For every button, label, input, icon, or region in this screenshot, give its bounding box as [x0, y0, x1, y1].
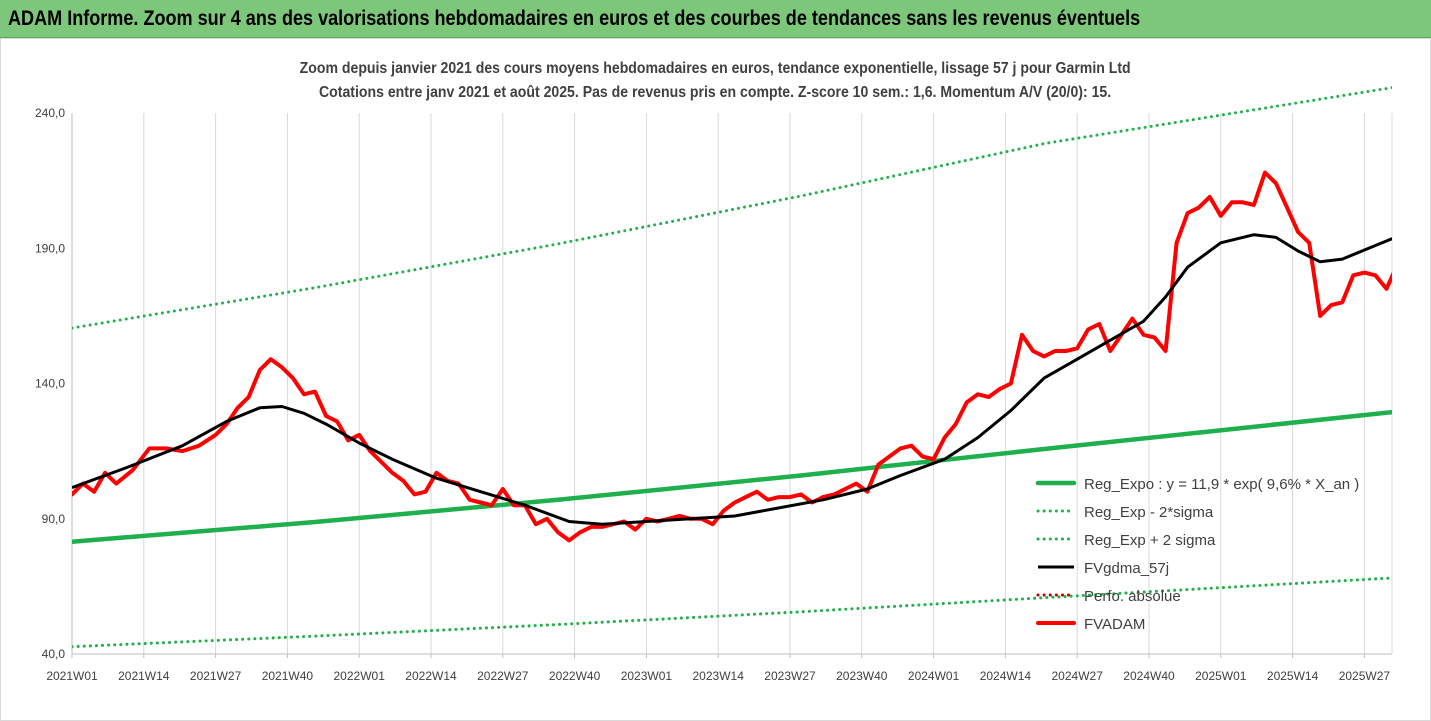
- x-tick-label: 2025W27: [1339, 669, 1391, 683]
- y-tick-label: 90,0: [42, 512, 66, 526]
- x-tick-label: 2023W27: [764, 669, 816, 683]
- x-tick-label: 2024W01: [908, 669, 960, 683]
- x-tick-label: 2021W01: [46, 669, 98, 683]
- chart-title-line-2: Cotations entre janv 2021 et août 2025. …: [0, 84, 1431, 102]
- x-tick-label: 2022W14: [405, 669, 457, 683]
- legend-label: FVgdma_57j: [1084, 560, 1169, 577]
- header-banner: ADAM Informe. Zoom sur 4 ans des valoris…: [0, 0, 1431, 38]
- y-tick-label: 140,0: [35, 377, 65, 391]
- x-tick-label: 2022W01: [334, 669, 386, 683]
- x-tick-label: 2021W40: [262, 669, 314, 683]
- chart-title-line-1-text: Zoom depuis janvier 2021 des cours moyen…: [300, 60, 1131, 77]
- x-tick-label: 2023W01: [621, 669, 673, 683]
- series-line-fvadam: [72, 170, 1392, 543]
- chart-title-line-1: Zoom depuis janvier 2021 des cours moyen…: [0, 60, 1431, 78]
- y-tick-label: 190,0: [35, 241, 65, 255]
- x-tick-label: 2025W01: [1195, 669, 1247, 683]
- legend-label: FVADAM: [1084, 616, 1145, 633]
- x-tick-label: 2024W40: [1123, 669, 1175, 683]
- legend-label: Reg_Exp + 2 sigma: [1084, 532, 1216, 549]
- x-tick-label: 2021W27: [190, 669, 242, 683]
- report-title: ADAM Informe. Zoom sur 4 ans des valoris…: [8, 7, 1141, 30]
- x-tick-label: 2023W40: [836, 669, 888, 683]
- x-tick-label: 2024W27: [1052, 669, 1104, 683]
- chart-frame: [0, 38, 1431, 721]
- series-lines: [72, 86, 1392, 649]
- series-line-fvgdma-57j: [72, 233, 1392, 526]
- series-line-reg-expo: [72, 409, 1392, 544]
- legend-label: Perfo. absolue: [1084, 588, 1181, 605]
- chart-title-line-2-text: Cotations entre janv 2021 et août 2025. …: [319, 84, 1112, 101]
- legend: Reg_Expo : y = 11,9 * exp( 9,6% * X_an )…: [1035, 476, 1359, 633]
- series-line-reg-exp: [72, 576, 1392, 649]
- x-tick-label: 2023W14: [693, 669, 745, 683]
- x-tick-label: 2024W14: [980, 669, 1032, 683]
- legend-label: Reg_Exp - 2*sigma: [1084, 504, 1214, 521]
- series-line-reg-exp: [72, 86, 1392, 330]
- x-tick-label: 2021W14: [118, 669, 170, 683]
- gridlines: [71, 113, 1393, 654]
- y-tick-label: 240,0: [35, 106, 65, 120]
- x-tick-label: 2022W40: [549, 669, 601, 683]
- x-tick-label: 2022W27: [477, 669, 529, 683]
- legend-label: Reg_Expo : y = 11,9 * exp( 9,6% * X_an ): [1084, 476, 1359, 493]
- axes: 40,0 90,0 140,0 190,0 240,0 2021W01 2021W14 202…: [35, 106, 1392, 683]
- x-tick-label: 2025W14: [1267, 669, 1319, 683]
- y-tick-label: 40,0: [42, 647, 66, 661]
